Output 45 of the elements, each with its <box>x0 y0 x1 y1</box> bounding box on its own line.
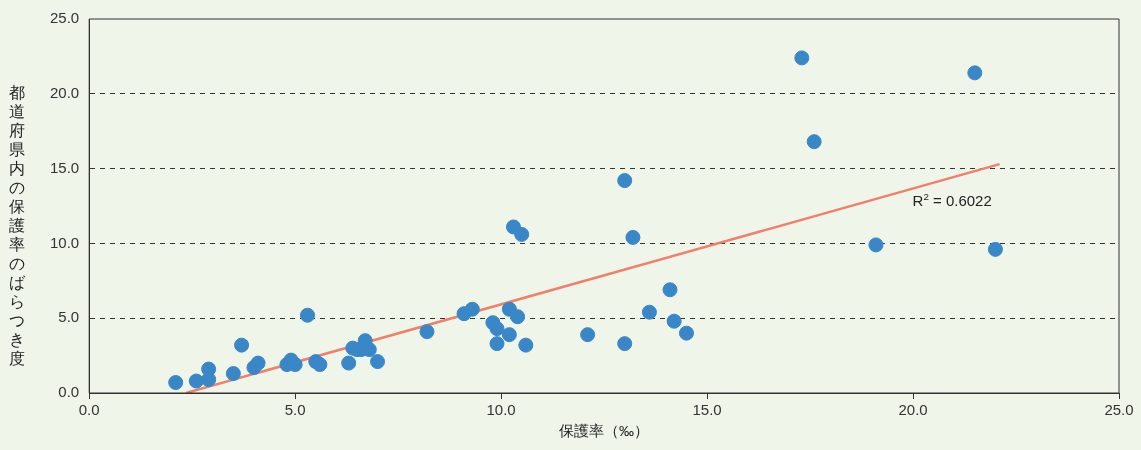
point <box>501 327 517 343</box>
point <box>662 282 678 298</box>
point <box>617 173 633 189</box>
y-tick-label: 25.0 <box>49 9 80 27</box>
point <box>794 50 810 66</box>
point <box>625 229 641 245</box>
point <box>300 307 316 323</box>
point <box>489 336 505 352</box>
point <box>234 337 250 353</box>
x-tick-label: 15.0 <box>692 401 722 419</box>
x-tick-label: 0.0 <box>78 401 100 419</box>
point <box>617 336 633 352</box>
point <box>201 372 217 388</box>
point <box>489 321 505 337</box>
point <box>419 324 435 340</box>
point <box>987 241 1003 257</box>
x-tick-label: 25.0 <box>1104 401 1134 419</box>
point <box>518 337 534 353</box>
point <box>678 325 694 341</box>
point <box>641 304 657 320</box>
point <box>580 327 596 343</box>
x-tick-label: 20.0 <box>898 401 928 419</box>
point <box>341 355 357 371</box>
point <box>370 354 386 370</box>
point <box>168 375 184 391</box>
point <box>312 357 328 373</box>
point <box>666 313 682 329</box>
point <box>188 373 204 389</box>
y-tick-label: 20.0 <box>49 83 80 101</box>
point <box>225 366 241 382</box>
x-tick-label: 5.0 <box>284 401 306 419</box>
point <box>464 301 480 317</box>
y-tick-label: 10.0 <box>49 233 80 251</box>
y-tick-label: 15.0 <box>49 158 80 176</box>
x-tick-label: 10.0 <box>486 401 516 419</box>
point <box>514 226 530 242</box>
x-axis-title: 保護率（‰） <box>559 422 650 440</box>
point <box>967 65 983 81</box>
point <box>806 134 822 150</box>
y-tick-label: 0.0 <box>58 383 80 401</box>
point <box>510 309 526 325</box>
text: 都道府県内の保護率のばらつき度 <box>9 82 25 368</box>
y-tick-label: 5.0 <box>58 308 80 326</box>
point <box>868 237 884 253</box>
point <box>250 355 266 371</box>
